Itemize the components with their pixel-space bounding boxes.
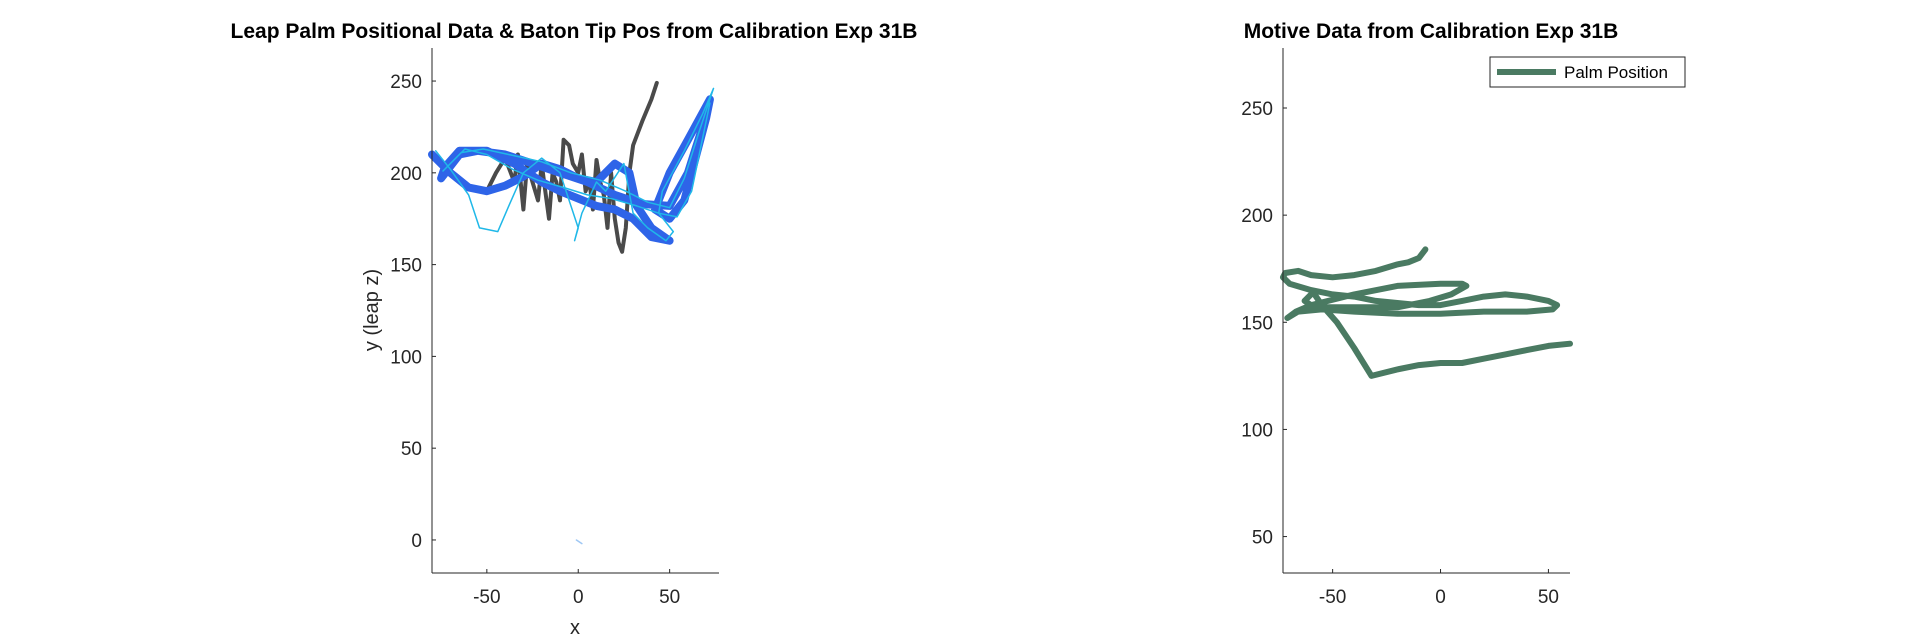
x-axis-label: x: [570, 617, 580, 636]
legend-label: Palm Position: [1564, 63, 1668, 82]
y-tick-label: 200: [390, 164, 422, 185]
chart-title: Motive Data from Calibration Exp 31B: [1244, 20, 1619, 43]
x-tick-label: -50: [1319, 587, 1346, 608]
x-tick-label: -50: [473, 587, 500, 608]
series-line-1: [428, 95, 714, 245]
y-tick-label: 250: [1241, 99, 1273, 120]
chart-motive: Motive Data from Calibration Exp 31B 50 1…: [1241, 20, 1686, 608]
x-tick-label: 50: [659, 587, 680, 608]
y-tick-label: 100: [1241, 420, 1273, 441]
plot-series-group: [428, 80, 715, 545]
x-tick-label: 0: [1435, 587, 1446, 608]
x-tick-label: 50: [1538, 587, 1559, 608]
chart-title: Leap Palm Positional Data & Baton Tip Po…: [231, 20, 918, 43]
y-ticks: 0 50 100 150 200 250: [390, 72, 436, 552]
y-tick-label: 50: [1252, 528, 1273, 549]
y-tick-label: 50: [401, 439, 422, 460]
y-tick-label: 150: [1241, 313, 1273, 334]
y-axis-label: y (leap z): [361, 269, 383, 351]
y-tick-label: 250: [390, 72, 422, 93]
y-tick-label: 0: [411, 531, 422, 552]
y-tick-label: 200: [1241, 206, 1273, 227]
y-ticks: 50 100 150 200 250: [1241, 99, 1287, 549]
plot-series-group: [1280, 246, 1573, 379]
y-tick-label: 150: [390, 256, 422, 277]
legend: Palm Position: [1489, 56, 1686, 88]
series-line-3: [575, 539, 583, 545]
x-ticks: -50 0 50: [1319, 569, 1559, 608]
y-tick-label: 100: [390, 347, 422, 368]
chart-leap: Leap Palm Positional Data & Baton Tip Po…: [231, 20, 918, 636]
x-ticks: -50 0 50: [473, 569, 680, 608]
x-tick-label: 0: [573, 587, 584, 608]
series-line-2: [434, 87, 715, 242]
series-line-palm-position: [1280, 246, 1573, 379]
series-line-0: [484, 80, 659, 254]
